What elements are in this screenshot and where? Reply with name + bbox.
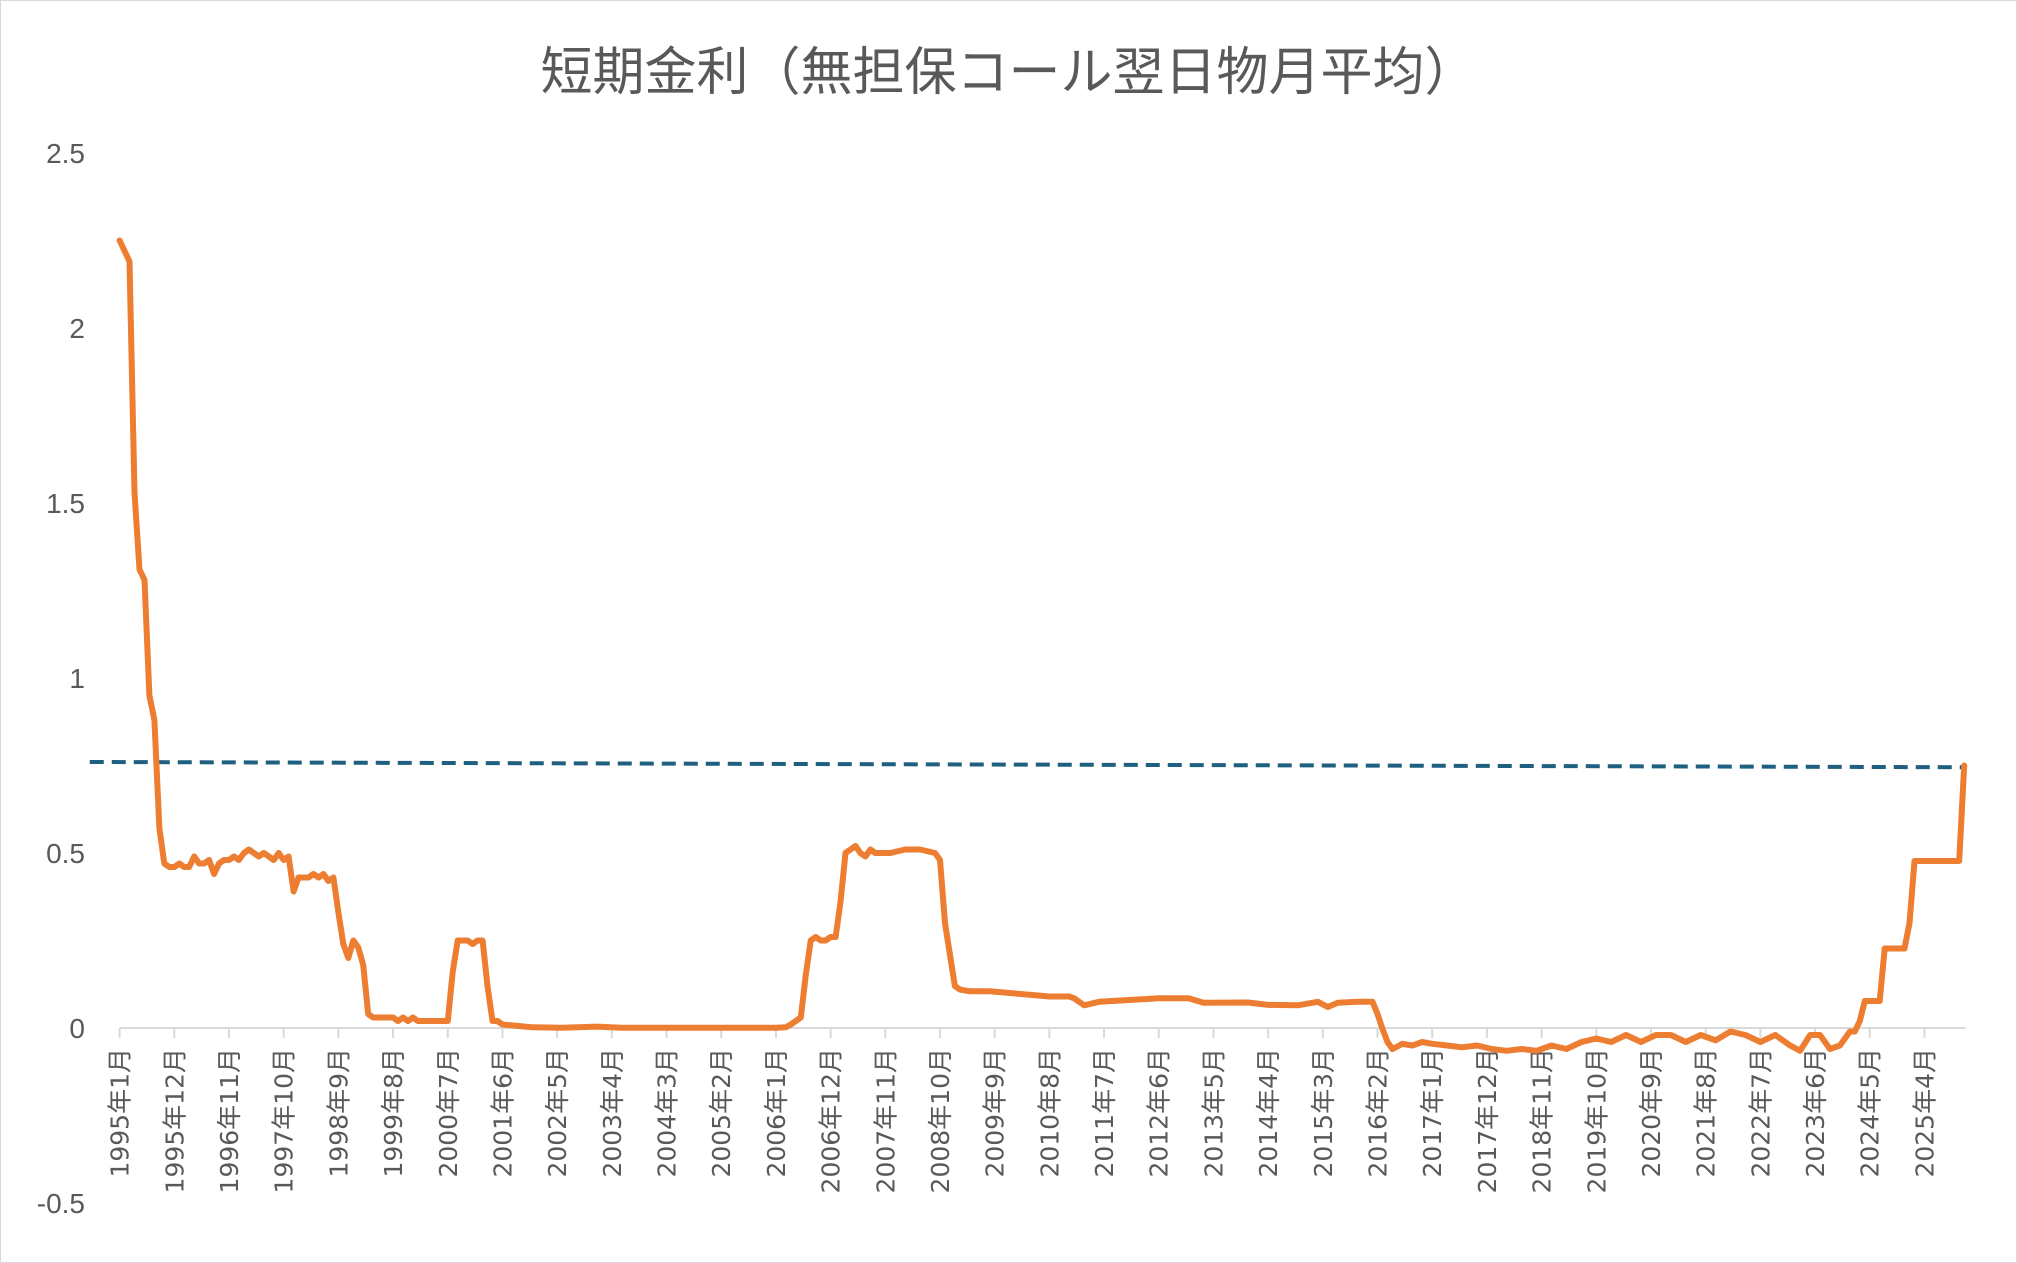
y-tick-label: 2.5 <box>46 138 85 169</box>
x-tick-label: 1996年11月 <box>215 1048 244 1193</box>
y-tick-label: 0 <box>69 1013 85 1044</box>
y-tick-label: 2 <box>69 313 85 344</box>
x-tick-label: 2003年4月 <box>598 1048 627 1178</box>
x-tick-label: 2001年6月 <box>488 1048 517 1178</box>
series-layer <box>89 237 1968 1054</box>
x-tick-label: 2000年7月 <box>434 1048 463 1178</box>
x-tick-label: 2012年6月 <box>1145 1048 1174 1178</box>
x-tick-label: 2013年5月 <box>1199 1048 1228 1178</box>
x-tick-label: 2011年7月 <box>1090 1048 1119 1178</box>
x-tick-label: 2023年6月 <box>1801 1048 1830 1178</box>
x-tick-label: 2024年5月 <box>1856 1048 1885 1178</box>
x-axis: 1995年1月 1995年12月 1996年11月 1997年10月 1998年9月 19… <box>106 1027 1966 1193</box>
x-tick-label: 2021年8月 <box>1692 1048 1721 1178</box>
x-tick-label: 2016年2月 <box>1364 1048 1393 1178</box>
y-axis-labels: 2.5 2 1.5 1 0.5 0 -0.5 <box>37 138 85 1219</box>
x-tick-label: 2014年4月 <box>1254 1048 1283 1178</box>
x-tick-label: 2015年3月 <box>1309 1048 1338 1178</box>
x-tick-label: 2006年1月 <box>762 1048 791 1178</box>
series-line-call-rate <box>116 237 1968 1054</box>
x-tick-label: 2008年10月 <box>926 1048 955 1193</box>
x-tick-label: 2005年2月 <box>707 1048 736 1178</box>
x-tick-label: 2020年9月 <box>1637 1048 1666 1178</box>
x-tick-label: 1999年8月 <box>379 1048 408 1178</box>
x-tick-label: 2009年9月 <box>981 1048 1010 1178</box>
x-tick-label: 2022年7月 <box>1746 1048 1775 1178</box>
x-tick-label: 2007年11月 <box>871 1048 900 1193</box>
x-tick-label: 2017年12月 <box>1473 1048 1502 1193</box>
x-tick-label: 2019年10月 <box>1582 1048 1611 1193</box>
chart-title: 短期金利（無担保コール翌日物月平均） <box>540 43 1477 103</box>
x-tick-label: 1998年9月 <box>324 1048 353 1178</box>
y-tick-label: 1 <box>69 663 85 694</box>
trendline <box>89 760 1966 770</box>
x-tick-label: 1997年10月 <box>270 1048 299 1193</box>
x-tick-label: 2025年4月 <box>1910 1048 1939 1178</box>
x-tick-label: 2017年1月 <box>1418 1048 1447 1178</box>
x-tick-label: 2010年8月 <box>1035 1048 1064 1178</box>
y-tick-label: 0.5 <box>46 838 85 869</box>
x-tick-label: 1995年12月 <box>160 1048 189 1193</box>
x-tick-label: 2018年11月 <box>1528 1048 1557 1193</box>
x-tick-label: 2006年12月 <box>817 1048 846 1193</box>
y-tick-label: 1.5 <box>46 488 85 519</box>
y-tick-label: -0.5 <box>37 1188 85 1219</box>
x-tick-label: 2002年5月 <box>543 1048 572 1178</box>
x-tick-label: 2004年3月 <box>653 1048 682 1178</box>
x-tick-label: 1995年1月 <box>106 1048 135 1178</box>
